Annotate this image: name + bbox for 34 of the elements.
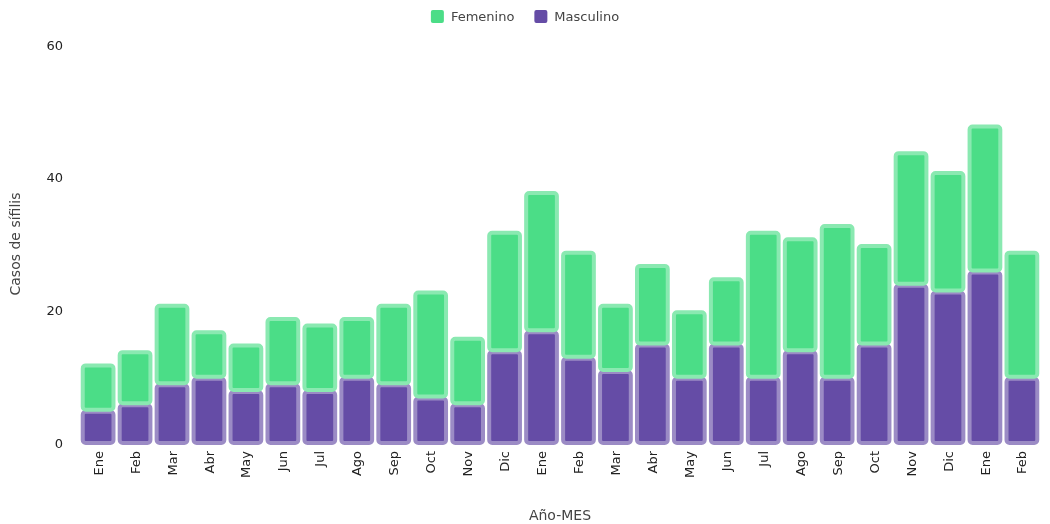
x-tick-label: Oct (866, 451, 882, 474)
x-tick-label: Nov (903, 450, 919, 477)
x-tick-label: Jul (312, 451, 328, 468)
x-tick-label: Dic (940, 451, 956, 472)
x-tick-label: Feb (127, 451, 143, 475)
x-tick-label: Ene (534, 451, 550, 476)
y-tick-label: 20 (46, 302, 63, 318)
x-tick-label: Jun (718, 451, 734, 473)
legend-label: Femenino (450, 9, 515, 24)
y-tick-label: 40 (46, 170, 63, 186)
x-tick-label: Sep (829, 451, 845, 476)
x-axis-title: Año-MES (528, 507, 592, 523)
x-tick-label: Jun (275, 451, 291, 473)
x-tick-label: Nov (460, 450, 476, 477)
x-tick-label: May (681, 450, 697, 478)
x-tick-label: Mar (607, 450, 623, 476)
x-tick-label: Dic (497, 451, 513, 472)
x-tick-label: Feb (1014, 451, 1030, 475)
x-tick-label: Jul (755, 451, 771, 468)
x-tick-label: Feb (571, 451, 587, 475)
x-tick-label: Oct (423, 451, 439, 474)
legend-label: Masculino (554, 9, 620, 24)
y-tick-label: 60 (46, 37, 63, 53)
x-tick-label: Sep (386, 451, 402, 476)
x-tick-label: Ago (792, 450, 808, 477)
y-axis-title: Casos de sífilis (7, 192, 23, 296)
x-tick-label: Ene (90, 451, 106, 476)
x-tick-label: May (238, 450, 254, 478)
x-tick-label: Ene (977, 451, 993, 476)
x-tick-label: Mar (164, 450, 180, 476)
x-tick-label: Ago (349, 450, 365, 477)
y-tick-label: 0 (54, 435, 63, 451)
x-tick-label: Abr (644, 450, 660, 474)
x-tick-label: Abr (201, 450, 217, 474)
